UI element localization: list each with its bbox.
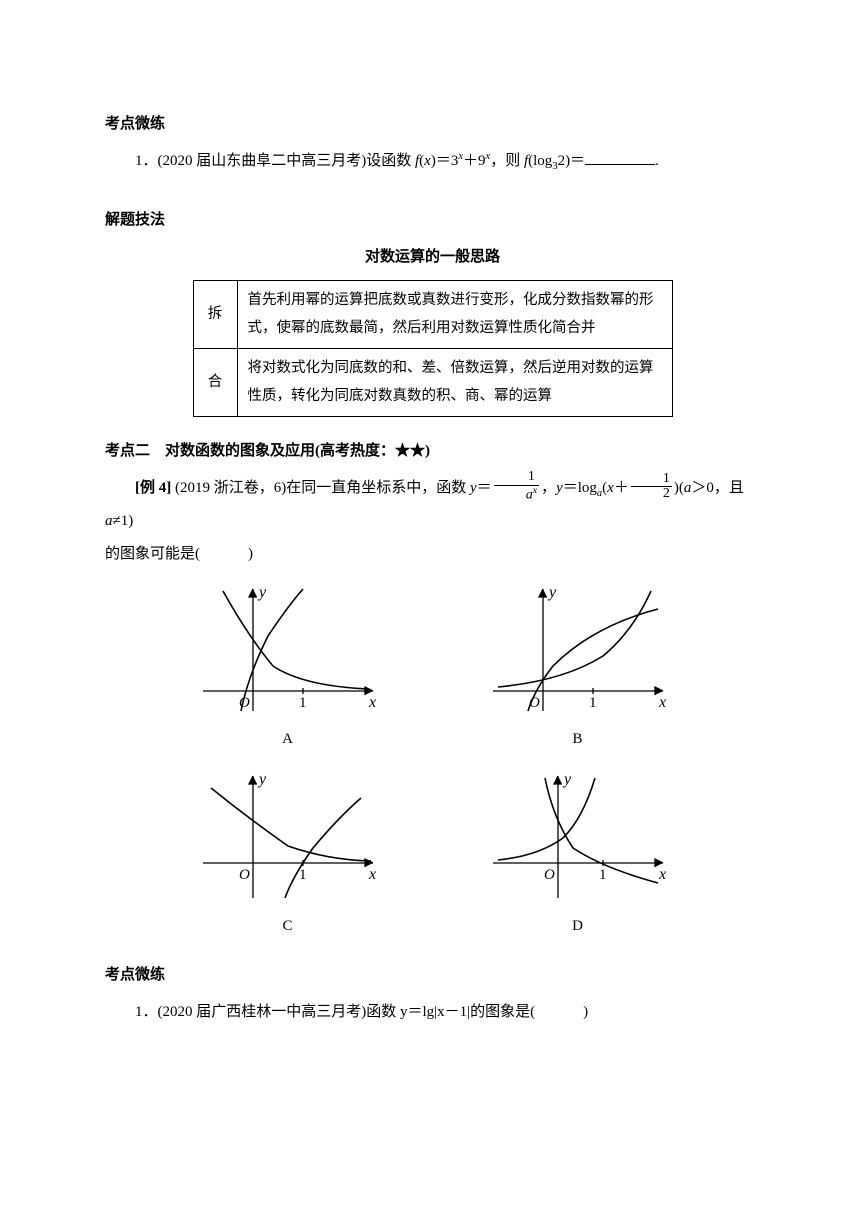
example-label: [例 4] [135,480,175,496]
graphs-grid: y x O 1 A y x [173,581,693,943]
axis-y-label: y [547,584,557,601]
graph-c: y x O 1 C [173,768,403,943]
origin-label: O [239,867,250,883]
graph-b: y x O 1 B [463,581,693,756]
graph-d-label: D [572,910,583,943]
example-4-tail: 的图象可能是() [105,538,760,571]
table-title: 对数运算的一般思路 [105,241,760,274]
example-4: [例 4] (2019 浙江卷，6)在同一直角坐标系中，函数 y＝1ax，y＝l… [105,472,760,538]
p1-prefix: 1．(2020 届山东曲阜二中高三月考)设函数 [135,153,415,169]
ex-tail: 的图象可能是( [105,546,200,562]
graph-c-svg: y x O 1 [193,768,383,908]
section-heading-practice-2: 考点微练 [105,959,760,992]
row-text-split: 首先利用幂的运算把底数或真数进行变形，化成分数指数幂的形式，使幂的底数最简，然后… [237,281,672,349]
origin-label: O [529,695,540,711]
section-heading-topic-2: 考点二 对数函数的图象及应用(高考热度：★★) [105,435,760,468]
graph-b-label: B [572,723,582,756]
graph-a-svg: y x O 1 [193,581,383,721]
tick-1: 1 [299,867,307,883]
origin-label: O [239,695,250,711]
graph-d-svg: y x O 1 [483,768,673,908]
table-row: 合 将对数式化为同底数的和、差、倍数运算，然后逆用对数的运算性质，转化为同底对数… [193,349,672,417]
p2-close: ) [583,1004,588,1020]
section-heading-technique: 解题技法 [105,204,760,237]
axis-x-label: x [368,694,376,711]
origin-label: O [544,867,555,883]
row-text-combine: 将对数式化为同底数的和、差、倍数运算，然后逆用对数的运算性质，转化为同底对数真数… [237,349,672,417]
p1-then: ，则 [490,153,524,169]
graph-a-label: A [282,723,293,756]
table-row: 拆 首先利用幂的运算把底数或真数进行变形，化成分数指数幂的形式，使幂的底数最简，… [193,281,672,349]
tick-1: 1 [589,695,597,711]
technique-table: 拆 首先利用幂的运算把底数或真数进行变形，化成分数指数幂的形式，使幂的底数最简，… [193,280,673,417]
section-heading-practice-1: 考点微练 [105,108,760,141]
problem-1: 1．(2020 届山东曲阜二中高三月考)设函数 f(x)＝3x＋9x，则 f(l… [105,145,760,178]
axis-y-label: y [257,584,267,601]
tick-1: 1 [299,695,307,711]
graph-d: y x O 1 D [463,768,693,943]
axis-x-label: x [368,866,376,883]
axis-y-label: y [257,771,267,788]
axis-x-label: x [658,866,666,883]
example-src: (2019 浙江卷，6)在同一直角坐标系中，函数 [175,480,470,496]
graph-c-label: C [282,910,292,943]
axis-y-label: y [562,771,572,788]
graph-b-svg: y x O 1 [483,581,673,721]
row-label-split: 拆 [193,281,237,349]
p1-period: . [655,153,659,169]
graph-a: y x O 1 A [173,581,403,756]
row-label-combine: 合 [193,349,237,417]
tick-1: 1 [599,867,607,883]
answer-blank[interactable] [585,150,655,165]
p2-text: 1．(2020 届广西桂林一中高三月考)函数 y＝lg|x－1|的图象是( [135,1004,535,1020]
ex-tail-close: ) [248,546,253,562]
problem-2: 1．(2020 届广西桂林一中高三月考)函数 y＝lg|x－1|的图象是() [105,996,760,1029]
axis-x-label: x [658,694,666,711]
